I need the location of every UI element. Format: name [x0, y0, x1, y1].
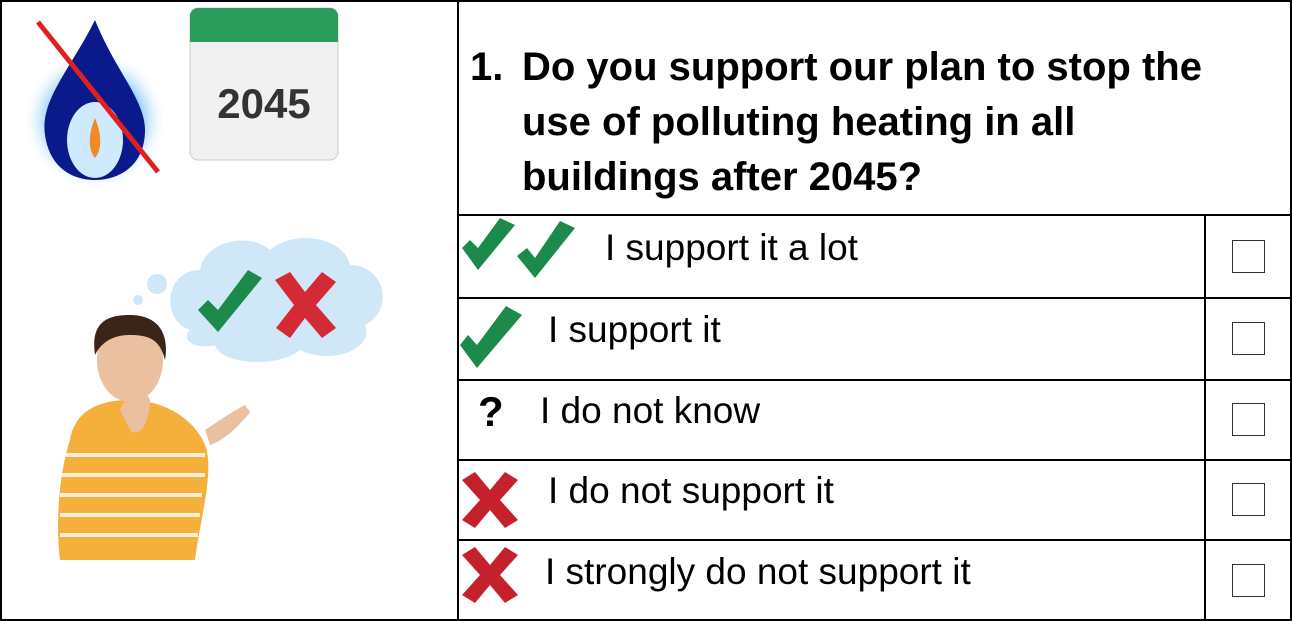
- checkbox[interactable]: [1232, 564, 1265, 597]
- question-line: Do you support our plan to stop the: [522, 40, 1202, 95]
- calendar-year: 2045: [190, 80, 338, 128]
- question-line: buildings after 2045?: [522, 150, 1202, 205]
- checkbox[interactable]: [1232, 240, 1265, 273]
- option-label: I support it a lot: [605, 227, 858, 269]
- checkbox[interactable]: [1232, 403, 1265, 436]
- option-symbol: ?: [478, 388, 504, 436]
- checkbox[interactable]: [1232, 483, 1265, 516]
- option-label: I do not support it: [548, 470, 834, 512]
- option-label: I support it: [548, 309, 721, 351]
- checkbox[interactable]: [1232, 322, 1265, 355]
- option-label: I do not know: [540, 390, 760, 432]
- page: 2045 1. Do you support our plan to stop …: [0, 0, 1292, 621]
- option-label: I strongly do not support it: [545, 551, 971, 593]
- question-line: use of polluting heating in all: [522, 95, 1202, 150]
- question-number: 1.: [470, 40, 503, 95]
